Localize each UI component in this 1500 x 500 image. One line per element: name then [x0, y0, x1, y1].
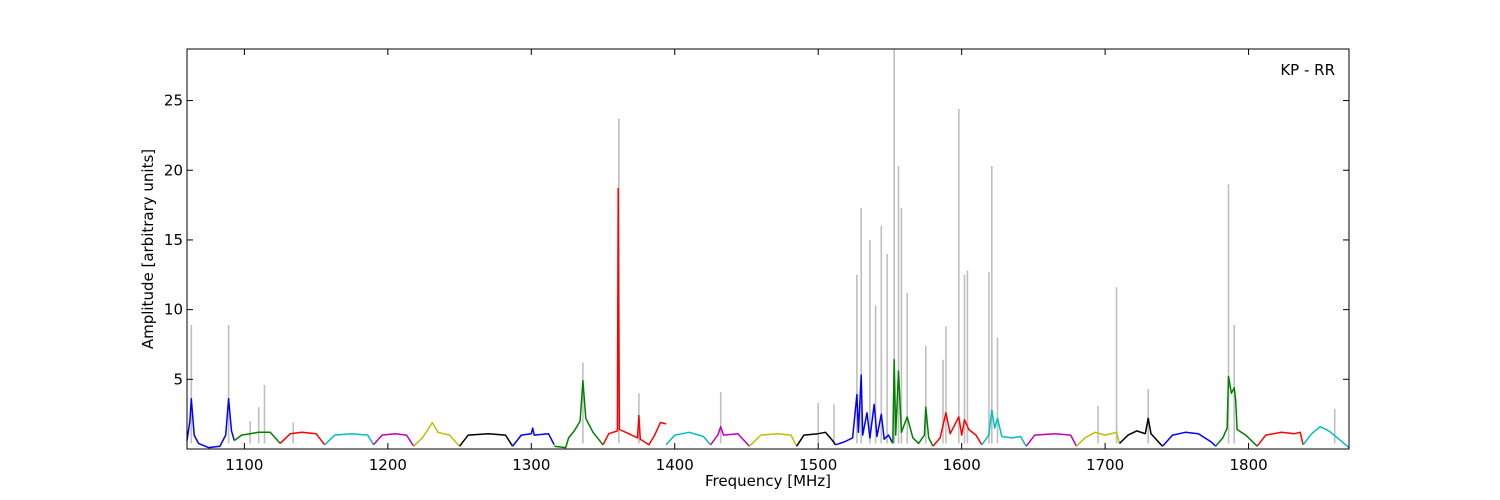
x-tick-label-4: 1500: [799, 456, 837, 474]
band-series-11: [709, 425, 750, 447]
band-series-8: [554, 379, 604, 449]
band-series-13: [796, 431, 837, 447]
band-series-2: [279, 431, 326, 446]
x-tick-label-1: 1200: [369, 456, 407, 474]
band-series-18: [1025, 432, 1078, 447]
band-series-20: [1118, 417, 1164, 447]
y-tick-label-3: 20: [164, 161, 183, 179]
band-series-4: [372, 432, 415, 447]
y-axis-ticks: 5 10 15 20 25: [164, 92, 1349, 388]
band-series-16: [932, 412, 983, 447]
y-tick-label-4: 25: [164, 92, 183, 110]
band-series-1: [233, 431, 281, 444]
band-series-12: [748, 432, 798, 447]
y-axis-label: Amplitude [arbitrary units]: [139, 149, 157, 349]
band-series-21: [1161, 431, 1217, 447]
band-series-7: [512, 427, 555, 447]
x-tick-label-5: 1600: [943, 456, 981, 474]
band-series-14: [835, 374, 894, 446]
band-series-15: [892, 359, 934, 447]
x-tick-label-7: 1800: [1229, 456, 1267, 474]
band-series-layer: [186, 187, 1350, 449]
plot-area: [187, 49, 1349, 449]
band-series-5: [413, 421, 461, 447]
y-tick-label-1: 10: [164, 301, 183, 319]
band-series-23: [1256, 431, 1304, 447]
band-series-22: [1215, 375, 1258, 447]
y-tick-label-2: 15: [164, 231, 183, 249]
x-tick-label-2: 1300: [512, 456, 550, 474]
plot-frame: [186, 48, 1350, 450]
x-tick-label-6: 1700: [1086, 456, 1124, 474]
band-series-0: [186, 398, 236, 449]
band-series-9: [602, 187, 667, 446]
plot-annotation: KP - RR: [1280, 61, 1335, 79]
x-tick-label-0: 1100: [225, 456, 263, 474]
raw-spectrum-layer: [190, 49, 1336, 444]
x-axis-label: Frequency [MHz]: [705, 472, 831, 490]
band-series-10: [665, 431, 712, 446]
x-tick-label-3: 1400: [656, 456, 694, 474]
band-series-6: [459, 432, 514, 447]
band-series-19: [1075, 431, 1121, 447]
y-tick-label-0: 5: [173, 370, 183, 388]
x-axis-ticks: 1100 1200 1300 1400 1500 1600 1700 1800: [225, 49, 1268, 474]
band-series-24: [1302, 425, 1350, 449]
band-series-17: [981, 409, 1027, 447]
band-series-3: [324, 432, 375, 446]
